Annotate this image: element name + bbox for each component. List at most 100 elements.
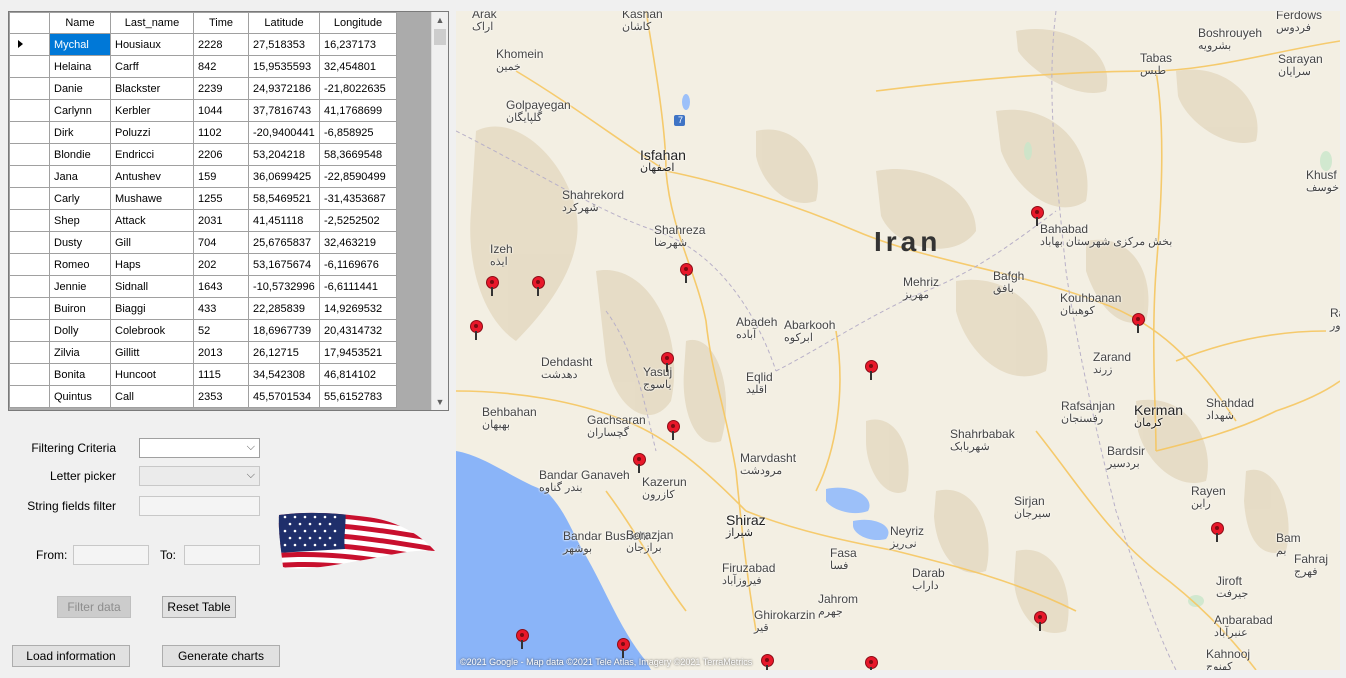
cell-time[interactable]: 1044 bbox=[193, 99, 249, 122]
scroll-up-icon[interactable]: ▲ bbox=[435, 15, 445, 25]
cell-last-name[interactable]: Call bbox=[110, 385, 194, 408]
cell-longitude[interactable]: -6,1169676 bbox=[319, 253, 397, 276]
map-marker-pin-icon[interactable] bbox=[1211, 522, 1224, 542]
cell-longitude[interactable]: 58,3669548 bbox=[319, 143, 397, 166]
cell-time[interactable]: 1115 bbox=[193, 363, 249, 386]
table-row[interactable]: Carlynn Kerbler 1044 37,7816743 41,1768699 bbox=[9, 99, 397, 122]
column-header-last-name[interactable]: Last_name bbox=[110, 12, 194, 34]
map-marker-pin-icon[interactable] bbox=[865, 360, 878, 380]
row-header[interactable] bbox=[9, 253, 50, 276]
map-marker-pin-icon[interactable] bbox=[617, 638, 630, 658]
cell-time[interactable]: 1102 bbox=[193, 121, 249, 144]
table-row[interactable]: Dusty Gill 704 25,6765837 32,463219 bbox=[9, 231, 397, 254]
cell-latitude[interactable]: 25,6765837 bbox=[248, 231, 320, 254]
cell-longitude[interactable]: -6,6111441 bbox=[319, 275, 397, 298]
column-header-latitude[interactable]: Latitude bbox=[248, 12, 320, 34]
cell-name[interactable]: Romeo bbox=[49, 253, 111, 276]
cell-last-name[interactable]: Haps bbox=[110, 253, 194, 276]
table-row[interactable]: Shep Attack 2031 41,451118 -2,5252502 bbox=[9, 209, 397, 232]
cell-last-name[interactable]: Blackster bbox=[110, 77, 194, 100]
map-marker-pin-icon[interactable] bbox=[516, 629, 529, 649]
cell-latitude[interactable]: 18,6967739 bbox=[248, 319, 320, 342]
cell-name[interactable]: Buiron bbox=[49, 297, 111, 320]
cell-latitude[interactable]: 34,542308 bbox=[248, 363, 320, 386]
cell-longitude[interactable]: 20,4314732 bbox=[319, 319, 397, 342]
cell-time[interactable]: 2206 bbox=[193, 143, 249, 166]
cell-longitude[interactable]: 41,1768699 bbox=[319, 99, 397, 122]
generate-charts-button[interactable]: Generate charts bbox=[162, 645, 280, 667]
row-header[interactable] bbox=[9, 121, 50, 144]
cell-name[interactable]: Jennie bbox=[49, 275, 111, 298]
cell-name[interactable]: Helaina bbox=[49, 55, 111, 78]
cell-longitude[interactable]: -21,8022635 bbox=[319, 77, 397, 100]
row-header[interactable] bbox=[9, 231, 50, 254]
row-header[interactable] bbox=[9, 165, 50, 188]
cell-time[interactable]: 2228 bbox=[193, 33, 249, 56]
cell-latitude[interactable]: 58,5469521 bbox=[248, 187, 320, 210]
cell-last-name[interactable]: Gill bbox=[110, 231, 194, 254]
cell-last-name[interactable]: Colebrook bbox=[110, 319, 194, 342]
load-information-button[interactable]: Load information bbox=[12, 645, 130, 667]
cell-name[interactable]: Blondie bbox=[49, 143, 111, 166]
cell-time[interactable]: 842 bbox=[193, 55, 249, 78]
cell-last-name[interactable]: Endricci bbox=[110, 143, 194, 166]
row-header[interactable] bbox=[9, 77, 50, 100]
cell-name[interactable]: Carlynn bbox=[49, 99, 111, 122]
table-row[interactable]: Quintus Call 2353 45,5701534 55,6152783 bbox=[9, 385, 397, 408]
table-row[interactable]: Zilvia Gillitt 2013 26,12715 17,9453521 bbox=[9, 341, 397, 364]
cell-time[interactable]: 2031 bbox=[193, 209, 249, 232]
map-marker-pin-icon[interactable] bbox=[470, 320, 483, 340]
map-marker-pin-icon[interactable] bbox=[633, 453, 646, 473]
cell-name[interactable]: Bonita bbox=[49, 363, 111, 386]
cell-last-name[interactable]: Poluzzi bbox=[110, 121, 194, 144]
cell-longitude[interactable]: 14,9269532 bbox=[319, 297, 397, 320]
cell-latitude[interactable]: 26,12715 bbox=[248, 341, 320, 364]
cell-name[interactable]: Dusty bbox=[49, 231, 111, 254]
from-input[interactable] bbox=[73, 545, 149, 565]
cell-latitude[interactable]: -10,5732996 bbox=[248, 275, 320, 298]
cell-latitude[interactable]: -20,9400441 bbox=[248, 121, 320, 144]
scroll-down-icon[interactable]: ▼ bbox=[435, 397, 445, 407]
table-row[interactable]: Dolly Colebrook 52 18,6967739 20,4314732 bbox=[9, 319, 397, 342]
table-row[interactable]: Danie Blackster 2239 24,9372186 -21,8022635 bbox=[9, 77, 397, 100]
map-marker-pin-icon[interactable] bbox=[1132, 313, 1145, 333]
cell-name[interactable]: Jana bbox=[49, 165, 111, 188]
cell-last-name[interactable]: Mushawe bbox=[110, 187, 194, 210]
cell-name[interactable]: Dirk bbox=[49, 121, 111, 144]
vertical-scrollbar[interactable]: ▲ ▼ bbox=[431, 12, 448, 410]
column-header-longitude[interactable]: Longitude bbox=[319, 12, 397, 34]
table-row[interactable]: Romeo Haps 202 53,1675674 -6,1169676 bbox=[9, 253, 397, 276]
letter-picker-dropdown[interactable]: ⌵ bbox=[139, 466, 260, 486]
cell-longitude[interactable]: 17,9453521 bbox=[319, 341, 397, 364]
cell-latitude[interactable]: 41,451118 bbox=[248, 209, 320, 232]
cell-time[interactable]: 1643 bbox=[193, 275, 249, 298]
map-marker-pin-icon[interactable] bbox=[486, 276, 499, 296]
cell-time[interactable]: 704 bbox=[193, 231, 249, 254]
cell-name[interactable]: Dolly bbox=[49, 319, 111, 342]
row-header[interactable] bbox=[9, 55, 50, 78]
cell-longitude[interactable]: 16,237173 bbox=[319, 33, 397, 56]
cell-latitude[interactable]: 15,9535593 bbox=[248, 55, 320, 78]
cell-latitude[interactable]: 27,518353 bbox=[248, 33, 320, 56]
table-row[interactable]: Helaina Carff 842 15,9535593 32,454801 bbox=[9, 55, 397, 78]
table-row[interactable]: Buiron Biaggi 433 22,285839 14,9269532 bbox=[9, 297, 397, 320]
row-header[interactable] bbox=[9, 143, 50, 166]
map-marker-pin-icon[interactable] bbox=[1034, 611, 1047, 631]
cell-time[interactable]: 2353 bbox=[193, 385, 249, 408]
cell-longitude[interactable]: 46,814102 bbox=[319, 363, 397, 386]
cell-last-name[interactable]: Gillitt bbox=[110, 341, 194, 364]
cell-last-name[interactable]: Biaggi bbox=[110, 297, 194, 320]
row-header[interactable] bbox=[9, 99, 50, 122]
to-input[interactable] bbox=[184, 545, 260, 565]
map-marker-pin-icon[interactable] bbox=[680, 263, 693, 283]
row-header-corner[interactable] bbox=[9, 12, 50, 34]
column-header-name[interactable]: Name bbox=[49, 12, 111, 34]
map-marker-pin-icon[interactable] bbox=[667, 420, 680, 440]
cell-time[interactable]: 202 bbox=[193, 253, 249, 276]
cell-name[interactable]: Carly bbox=[49, 187, 111, 210]
cell-name[interactable]: Danie bbox=[49, 77, 111, 100]
reset-table-button[interactable]: Reset Table bbox=[162, 596, 236, 618]
row-header[interactable] bbox=[9, 33, 50, 56]
table-row[interactable]: Jana Antushev 159 36,0699425 -22,8590499 bbox=[9, 165, 397, 188]
map-marker-pin-icon[interactable] bbox=[865, 656, 878, 670]
